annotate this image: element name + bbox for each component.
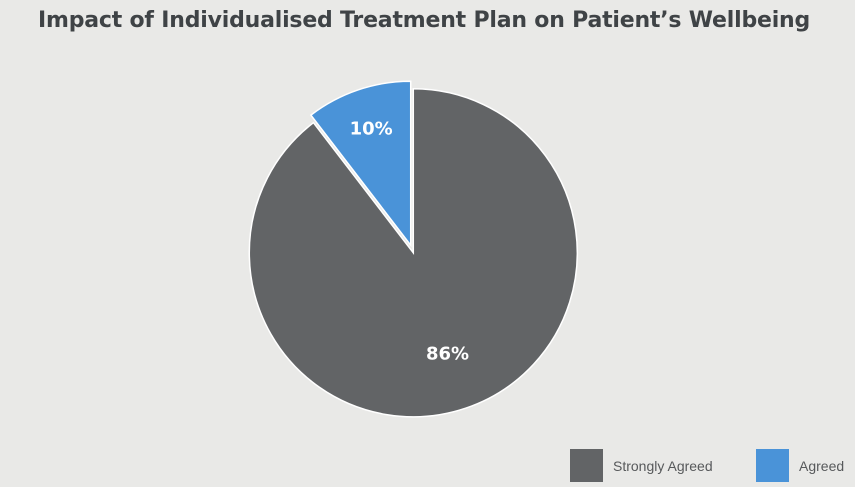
data-label-strongly-agreed: 86% <box>426 344 469 365</box>
legend-label-agreed: Agreed <box>799 457 845 474</box>
legend-label-strongly-agreed: Strongly Agreed <box>613 457 713 474</box>
legend-swatch-agreed <box>756 449 789 482</box>
pie-slice-strongly-agreed <box>248 88 579 418</box>
pie-slice-agreed <box>309 80 412 248</box>
chart-title: Impact of Individualised Treatment Plan … <box>38 8 811 33</box>
data-label-agreed: 10% <box>350 119 393 140</box>
legend-item-agreed: Agreed <box>756 449 844 482</box>
legend-item-strongly-agreed: Strongly Agreed <box>570 449 713 482</box>
legend-swatch-strongly-agreed <box>570 449 603 482</box>
